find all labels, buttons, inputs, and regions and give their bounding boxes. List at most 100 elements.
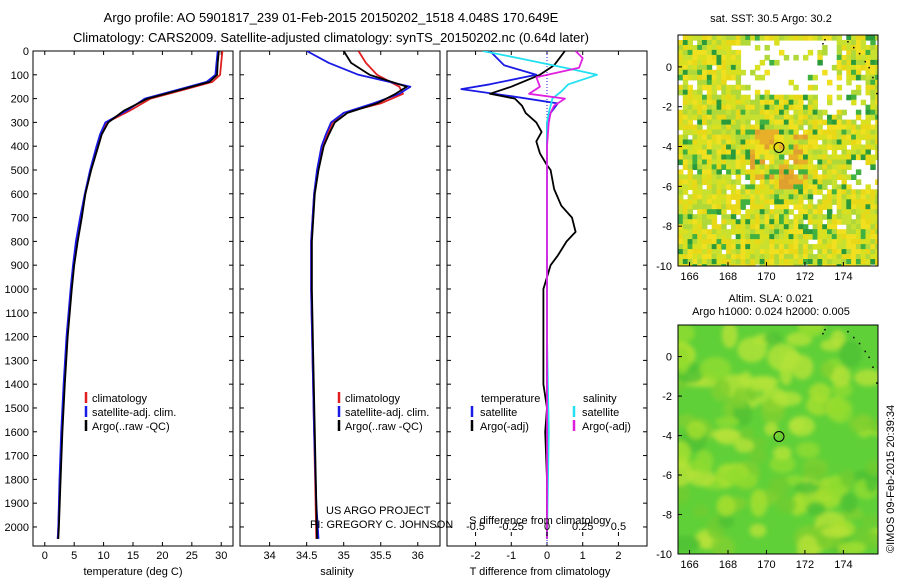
sst-cell xyxy=(783,214,790,220)
sla-blob xyxy=(718,513,734,529)
sst-cell xyxy=(726,219,732,225)
sst-cell xyxy=(846,159,852,166)
sst-cell xyxy=(865,35,871,41)
sst-cell xyxy=(740,94,746,101)
sst-cell xyxy=(783,259,790,265)
ytick-label: 900 xyxy=(11,260,29,272)
sst-cell xyxy=(706,254,713,260)
sst-cell xyxy=(678,114,684,121)
sst-cell xyxy=(745,104,751,111)
sst-cell xyxy=(803,259,809,265)
sst-cell xyxy=(692,249,698,255)
sst-cell xyxy=(740,149,746,156)
sst-cell xyxy=(702,159,708,166)
sst-cell xyxy=(812,264,818,266)
sst-cell xyxy=(875,124,878,131)
sst-cell xyxy=(678,49,684,56)
sst-cell xyxy=(750,134,756,141)
sst-cell xyxy=(711,174,718,180)
sst-cell xyxy=(793,139,799,146)
sst-cell xyxy=(783,229,790,235)
sst-cell xyxy=(793,109,799,116)
sst-cell xyxy=(779,129,785,136)
sst-cell xyxy=(678,139,684,146)
island-dot xyxy=(872,366,874,368)
sst-cell xyxy=(822,199,828,205)
sst-cell xyxy=(711,184,718,190)
x2tick-label: 0.25 xyxy=(572,521,593,533)
sst-cell xyxy=(822,184,828,190)
sst-cell xyxy=(730,224,737,230)
sla-blob xyxy=(802,464,826,482)
sst-cell xyxy=(836,174,843,180)
sst-cell xyxy=(831,114,838,121)
sst-cell xyxy=(846,174,852,180)
sst-cell xyxy=(692,199,698,205)
sst-cell xyxy=(678,199,684,205)
sst-cell xyxy=(735,84,742,91)
sst-cell xyxy=(870,104,876,111)
sst-cell xyxy=(754,124,761,131)
sst-cell xyxy=(860,129,867,136)
sst-cell xyxy=(793,144,799,151)
sst-cell xyxy=(779,224,785,230)
map-xtick-label: 166 xyxy=(680,559,698,571)
sst-cell xyxy=(831,244,838,250)
sst-cell xyxy=(779,189,785,195)
sst-cell xyxy=(750,114,756,121)
sst-cell xyxy=(836,144,843,151)
sst-cell xyxy=(730,99,737,106)
sst-cell xyxy=(726,45,732,51)
map-ytick-label: 0 xyxy=(666,352,672,364)
sst-cell xyxy=(803,94,809,101)
sst-cell xyxy=(745,244,751,250)
sla-map-field xyxy=(678,325,878,554)
sst-cell xyxy=(827,169,833,175)
sst-cell xyxy=(860,229,867,235)
island-dot xyxy=(882,390,884,392)
sst-cell xyxy=(721,49,727,56)
sst-cell xyxy=(678,264,684,266)
sst-cell xyxy=(803,114,809,121)
sst-cell xyxy=(875,59,878,66)
sst-cell xyxy=(827,164,833,170)
sst-cell xyxy=(769,189,775,195)
sst-cell xyxy=(687,234,693,240)
sst-cell xyxy=(875,249,878,255)
sst-cell xyxy=(774,59,780,66)
sla-blob xyxy=(686,421,706,439)
sst-cell xyxy=(803,174,809,180)
sst-cell xyxy=(678,149,684,156)
sst-cell xyxy=(702,104,708,111)
sst-cell xyxy=(855,114,862,121)
sst-cell xyxy=(798,194,804,200)
sst-cell xyxy=(682,244,689,250)
difference-xlabel: T difference from climatology xyxy=(470,566,611,578)
sst-cell xyxy=(687,229,693,235)
sla-map-profile-marker xyxy=(773,431,785,442)
series-line-argo xyxy=(310,51,408,539)
sst-cell xyxy=(687,124,693,131)
sst-cell xyxy=(812,179,818,185)
sst-cell xyxy=(793,84,799,91)
sst-cell xyxy=(817,199,823,205)
sst-cell xyxy=(851,204,857,210)
sst-cell xyxy=(726,184,732,190)
sst-cell xyxy=(831,154,838,161)
sla-blob xyxy=(738,428,755,442)
sst-cell xyxy=(836,264,843,266)
sst-cell xyxy=(735,249,742,255)
sst-cell xyxy=(798,264,804,266)
sst-cell xyxy=(678,249,684,255)
sst-cell xyxy=(798,124,804,131)
sst-cell xyxy=(726,249,732,255)
sst-cell xyxy=(783,119,790,126)
sst-cell xyxy=(783,219,790,225)
sst-cell xyxy=(769,234,775,240)
sst-cell xyxy=(788,194,794,200)
sst-cell xyxy=(678,45,684,51)
sst-cell xyxy=(697,189,703,195)
sst-cell xyxy=(754,204,761,210)
sst-cell xyxy=(788,209,794,215)
sst-cell xyxy=(711,214,718,220)
